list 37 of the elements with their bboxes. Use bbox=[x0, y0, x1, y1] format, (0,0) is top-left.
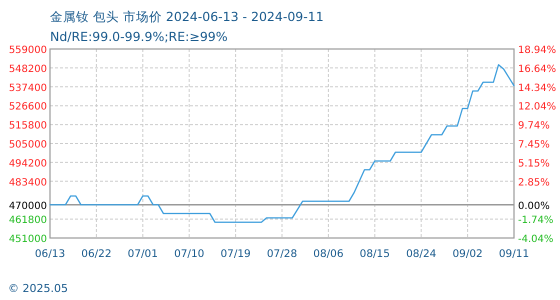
y-tick-label: 559000 bbox=[8, 45, 47, 56]
y2-tick-label: 18.94% bbox=[518, 45, 556, 56]
y2-tick-label: 16.64% bbox=[518, 64, 556, 75]
x-tick-label: 06/22 bbox=[81, 248, 112, 260]
x-tick-label: 07/28 bbox=[266, 248, 298, 260]
y-tick-label: 451000 bbox=[8, 234, 47, 245]
y2-tick-label: 7.45% bbox=[518, 140, 550, 150]
y2-tick-label: -1.74% bbox=[518, 215, 554, 226]
x-tick-label: 09/02 bbox=[452, 248, 483, 260]
y2-tick-label: 5.15% bbox=[518, 158, 550, 170]
chart-title: 金属钕 包头 市场价 2024-06-13 - 2024-09-11 bbox=[50, 9, 324, 24]
text: © 2025.05 bbox=[8, 282, 68, 295]
x-tick-label: 08/06 bbox=[313, 248, 344, 260]
y-tick-label: 483400 bbox=[8, 177, 47, 188]
y-tick-label: 505000 bbox=[8, 140, 47, 150]
x-tick-label: 08/24 bbox=[406, 248, 437, 260]
x-tick-label: 07/10 bbox=[174, 248, 204, 260]
y2-tick-label: 0.00% bbox=[518, 200, 550, 212]
line-series bbox=[49, 64, 515, 223]
y2-tick-label: 14.34% bbox=[518, 82, 556, 94]
y-tick-label: 548200 bbox=[8, 64, 47, 75]
y-tick-label: 470000 bbox=[8, 200, 47, 212]
x-tick-label: 07/19 bbox=[220, 248, 251, 260]
x-tick-label: 06/13 bbox=[34, 248, 66, 260]
y2-tick-label: -4.04% bbox=[518, 234, 554, 245]
y-tick-label: 515800 bbox=[8, 120, 47, 132]
x-tick-label: 08/15 bbox=[360, 248, 390, 260]
x-tick-label: 07/01 bbox=[128, 248, 158, 260]
x-tick-label: 09/11 bbox=[498, 248, 530, 260]
y2-tick-label: 2.85% bbox=[518, 177, 550, 188]
y-tick-label: 526600 bbox=[8, 102, 47, 113]
y2-tick-label: 9.74% bbox=[518, 120, 550, 132]
y2-tick-label: 12.04% bbox=[518, 102, 556, 113]
y-tick-label: 537400 bbox=[8, 82, 47, 94]
y-tick-label: 461800 bbox=[8, 215, 47, 226]
y-tick-label: 494200 bbox=[8, 158, 47, 170]
chart-subtitle: Nd/RE:99.0-99.9%;RE:≥99% bbox=[50, 29, 228, 44]
